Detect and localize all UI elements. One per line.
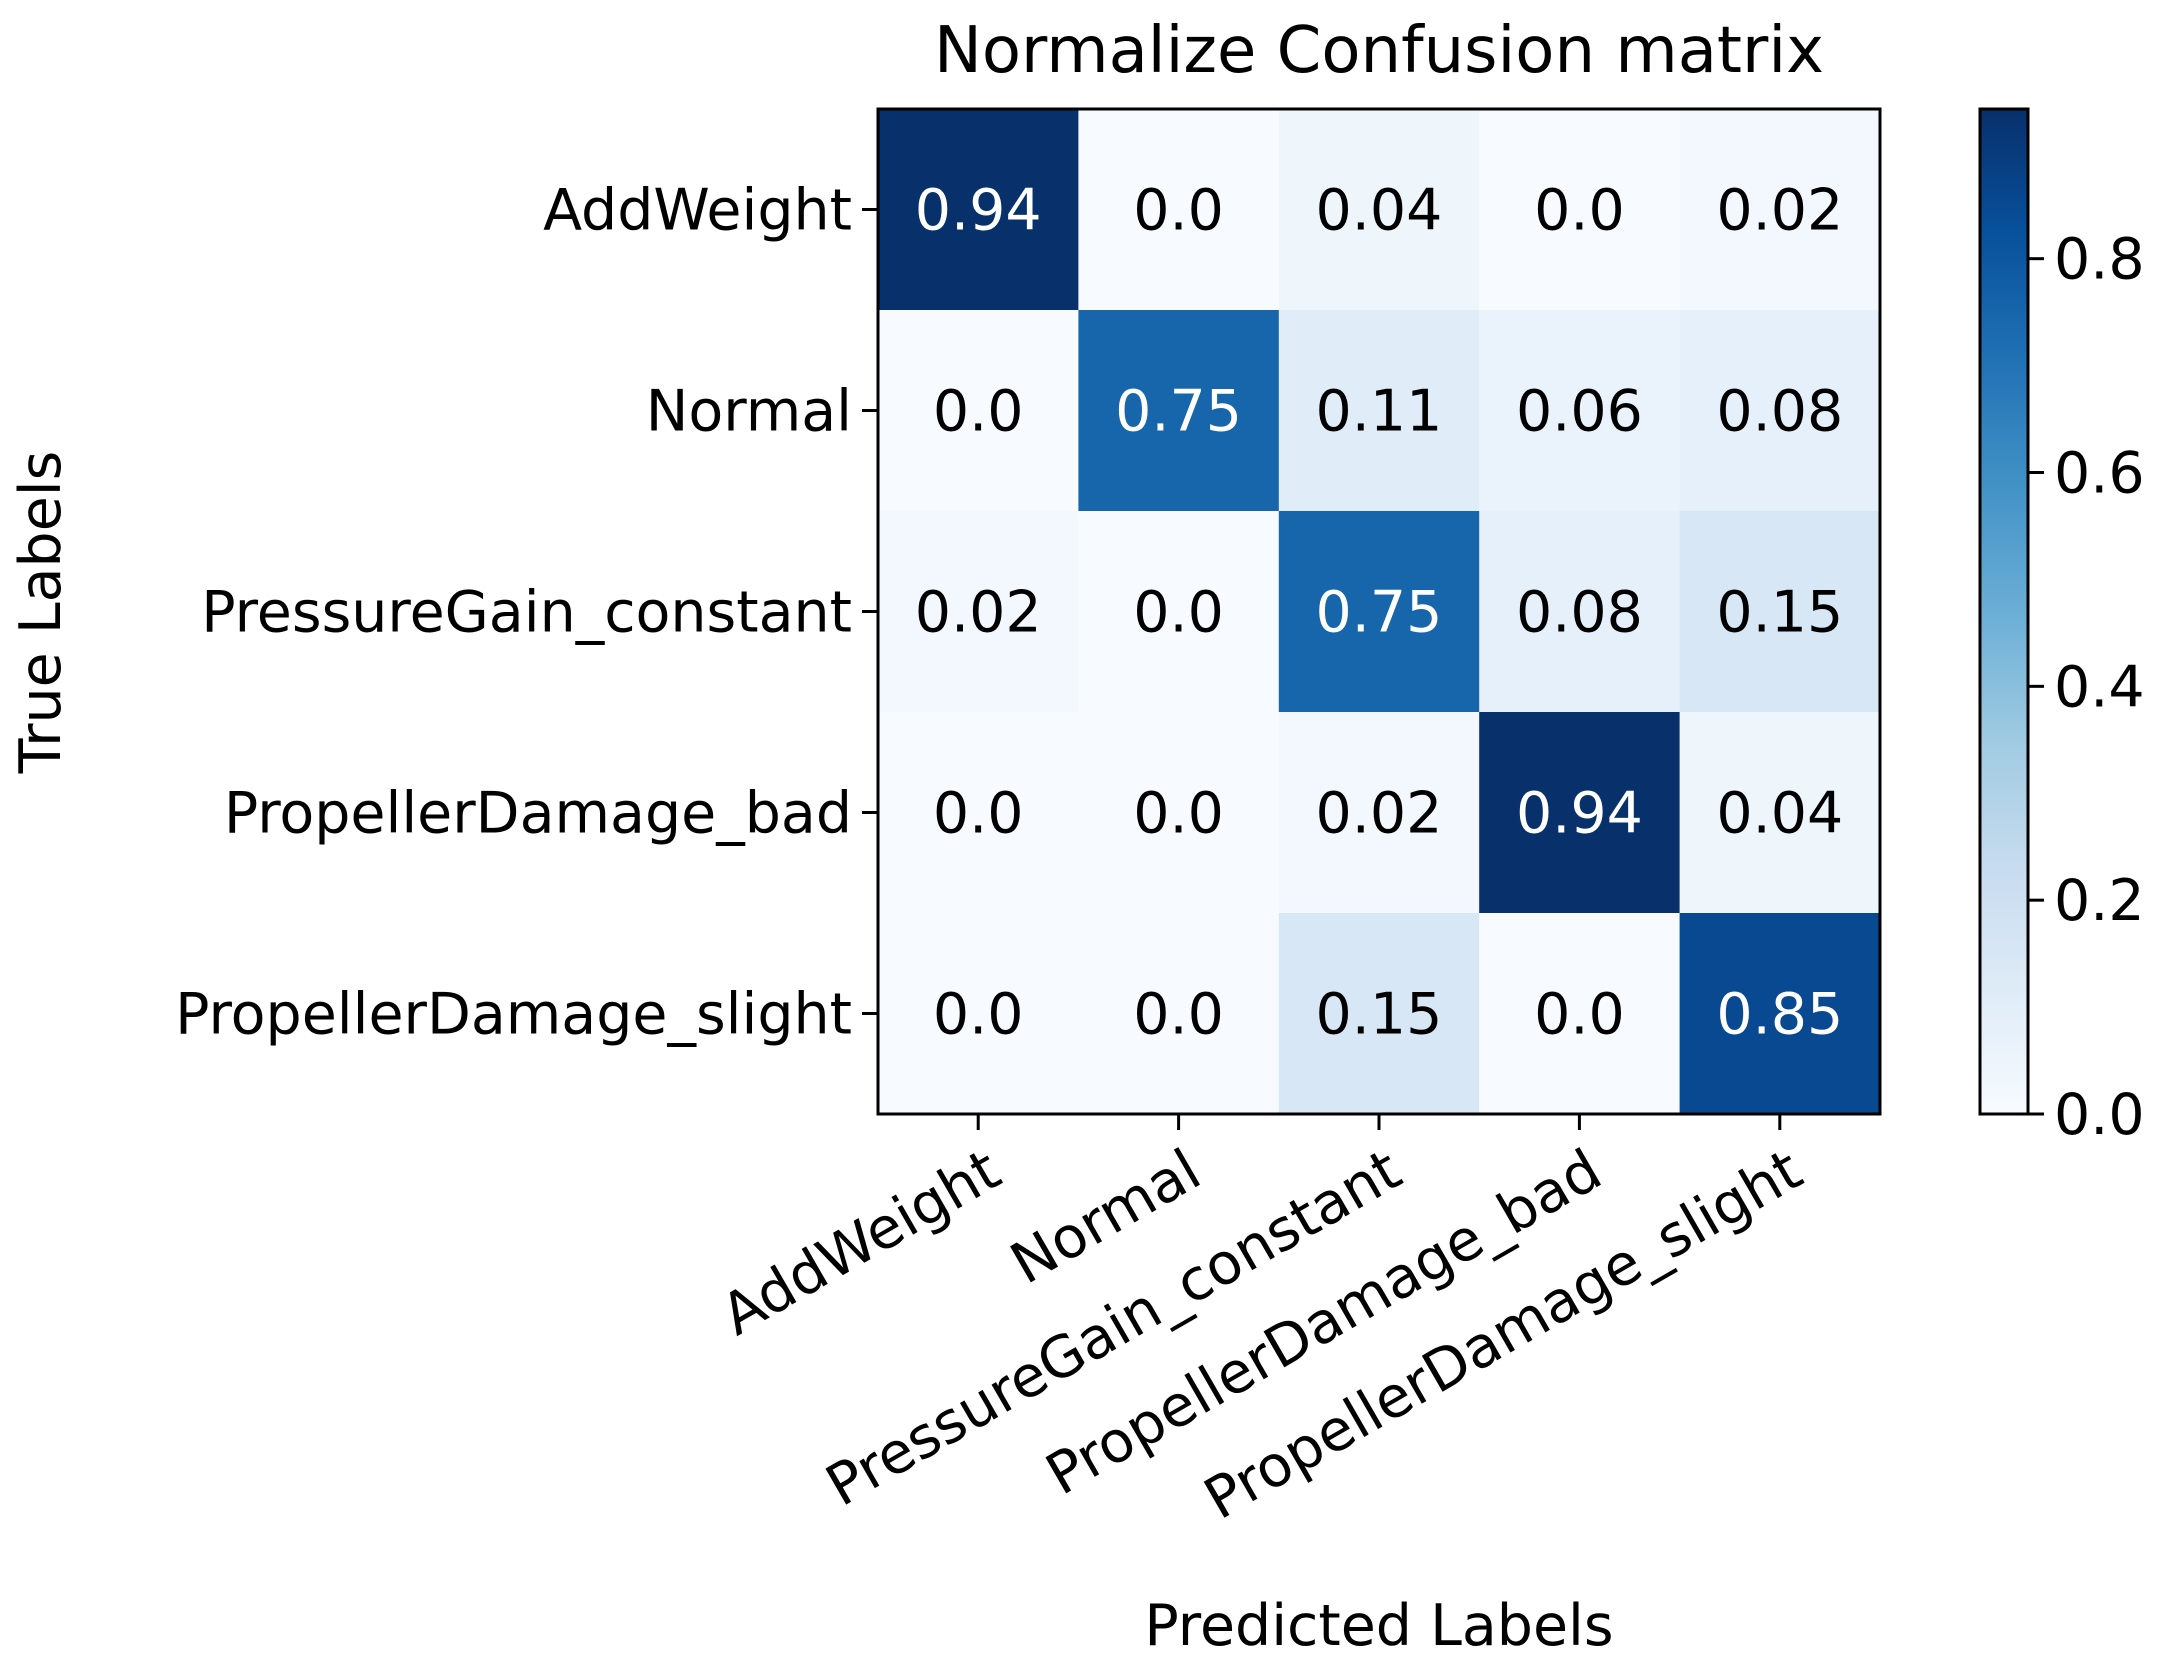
matrix-cell xyxy=(1078,310,1280,512)
cell-value-label: 0.0 xyxy=(933,379,1024,445)
matrix-cell xyxy=(1278,310,1480,512)
cell-value-label: 0.04 xyxy=(1316,178,1443,244)
cell-value-label: 0.0 xyxy=(1534,178,1625,244)
cell-value-label: 0.02 xyxy=(915,580,1042,646)
cell-value-label: 0.0 xyxy=(933,982,1024,1048)
matrix-cell xyxy=(1078,913,1280,1115)
colorbar-tick-label: 0.4 xyxy=(2054,654,2145,720)
matrix-cell xyxy=(1479,913,1681,1115)
colorbar-ticks: 0.0 0.2 0.4 0.6 0.8 xyxy=(2028,227,2145,1148)
cell-value-label: 0.0 xyxy=(1133,178,1224,244)
matrix-cell xyxy=(1278,712,1480,914)
cell-value-label: 0.08 xyxy=(1516,580,1643,646)
matrix-cell xyxy=(1078,511,1280,713)
y-tick-label: PressureGain_constant xyxy=(201,580,852,646)
cell-value-label: 0.0 xyxy=(1133,580,1224,646)
cell-value-label: 0.94 xyxy=(915,178,1042,244)
matrix-cell xyxy=(1679,511,1881,713)
colorbar-tick-label: 0.0 xyxy=(2054,1082,2145,1148)
y-tick-label: PropellerDamage_slight xyxy=(175,982,852,1048)
matrix-cell xyxy=(878,511,1079,713)
matrix-cell xyxy=(1679,109,1881,311)
matrix-cell xyxy=(1078,109,1280,311)
matrix-cell xyxy=(878,109,1079,311)
cell-value-label: 0.85 xyxy=(1716,982,1843,1048)
colorbar xyxy=(1978,107,2030,1116)
matrix-cell xyxy=(1679,310,1881,512)
cell-value-label: 0.94 xyxy=(1516,781,1643,847)
matrix-cells: 0.94 0.0 0.04 0.0 0.02 0.0 0.75 0.11 0.06 0.08 0.0… xyxy=(878,109,1881,1115)
colorbar-tick-label: 0.6 xyxy=(2054,441,2145,507)
matrix-cell xyxy=(1278,913,1480,1115)
colorbar-tick-label: 0.2 xyxy=(2054,868,2145,934)
y-tick-label: Normal xyxy=(646,379,852,445)
cell-value-label: 0.11 xyxy=(1316,379,1443,445)
x-tick-label: AddWeight xyxy=(711,1137,1012,1349)
x-axis-label: Predicted Labels xyxy=(1144,1593,1613,1659)
cell-value-label: 0.0 xyxy=(1133,982,1224,1048)
cell-value-label: 0.15 xyxy=(1316,982,1443,1048)
matrix-cell xyxy=(1078,712,1280,914)
x-ticks: AddWeightNormalPressureGain_constantProp… xyxy=(711,1114,1813,1533)
y-ticks: AddWeight Normal PressureGain_constant Prop… xyxy=(175,178,878,1048)
cell-value-label: 0.04 xyxy=(1716,781,1843,847)
matrix-cell xyxy=(1278,109,1480,311)
matrix-cell xyxy=(878,310,1079,512)
cell-value-label: 0.0 xyxy=(933,781,1024,847)
cell-value-label: 0.0 xyxy=(1534,982,1625,1048)
cell-value-label: 0.02 xyxy=(1316,781,1443,847)
matrix-cell xyxy=(1278,511,1480,713)
y-tick-label: PropellerDamage_bad xyxy=(224,781,852,847)
cell-value-label: 0.06 xyxy=(1516,379,1643,445)
cell-value-label: 0.08 xyxy=(1716,379,1843,445)
cell-value-label: 0.02 xyxy=(1716,178,1843,244)
matrix-cell xyxy=(1479,511,1681,713)
cell-value-label: 0.0 xyxy=(1133,781,1224,847)
matrix-cell xyxy=(1479,712,1681,914)
colorbar-tick-label: 0.8 xyxy=(2054,227,2145,293)
matrix-cell xyxy=(878,712,1079,914)
matrix-cell xyxy=(878,913,1079,1115)
y-tick-label: AddWeight xyxy=(543,178,852,244)
cell-value-label: 0.75 xyxy=(1316,580,1443,646)
matrix-cell xyxy=(1679,913,1881,1115)
chart-title: Normalize Confusion matrix xyxy=(934,14,1824,88)
matrix-cell xyxy=(1479,109,1681,311)
matrix-cell xyxy=(1479,310,1681,512)
cell-value-label: 0.15 xyxy=(1716,580,1843,646)
y-axis-label: True Labels xyxy=(8,451,74,775)
matrix-cell xyxy=(1679,712,1881,914)
cell-value-label: 0.75 xyxy=(1115,379,1242,445)
